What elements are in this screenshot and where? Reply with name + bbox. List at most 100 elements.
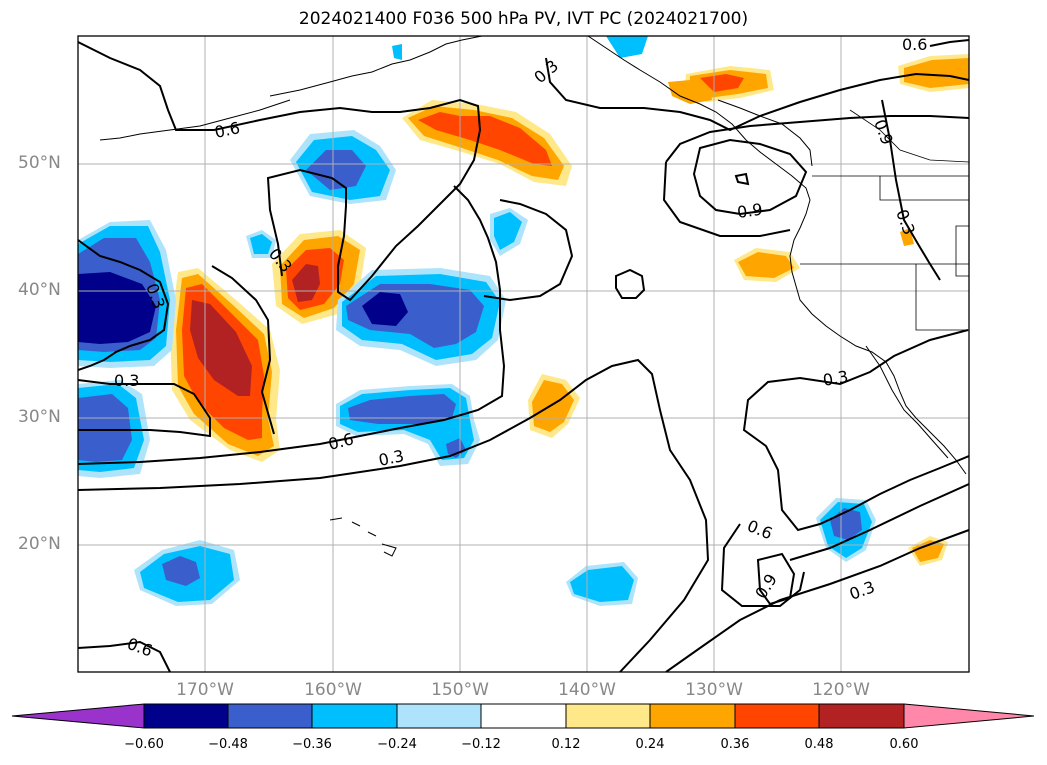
border [915, 264, 969, 331]
contour-line [742, 329, 969, 532]
anomaly-blob [250, 234, 272, 254]
lat-label: 50°N [18, 153, 61, 173]
coastlines [99, 36, 967, 557]
anomaly-blob [532, 380, 574, 432]
contour-line [78, 379, 211, 438]
colorbar-cell [818, 703, 905, 729]
anomaly-blob [570, 566, 634, 602]
colorbar-cell [480, 703, 567, 729]
lon-label: 170°W [176, 680, 234, 700]
colorbar-tick-label: −0.36 [292, 737, 332, 752]
colorbar-cell [396, 703, 482, 729]
colorbar-cell [565, 703, 651, 729]
colorbar-cell [311, 703, 398, 729]
coastline [329, 517, 397, 557]
contour-label: 0.6 [125, 634, 155, 661]
contour-line [78, 41, 482, 302]
map-area: 0.6 0.3 0.3 0.3 0.6 0.3 0.6 0.9 0.9 0.3 … [78, 35, 969, 672]
contours [78, 39, 969, 672]
lon-label: 150°W [431, 680, 489, 700]
coastline [587, 36, 967, 475]
lat-label: 30°N [18, 407, 61, 427]
coastline [865, 345, 949, 459]
coastline [99, 99, 291, 141]
anomaly-blob [606, 36, 648, 58]
anomaly-blob [494, 212, 522, 250]
colorbar-tick-label: −0.12 [461, 737, 501, 752]
contour-line [615, 268, 646, 299]
contour-line [789, 483, 969, 561]
colorbar-tick-label: 0.36 [720, 737, 750, 752]
colorbar-cell [227, 703, 313, 729]
anomaly-blob [78, 394, 132, 462]
colorbar-tick-label: −0.48 [208, 737, 248, 752]
contour-label: 0.3 [821, 367, 849, 390]
borders [800, 109, 969, 331]
contour-label: 0.6 [326, 429, 355, 454]
anomaly-blob [362, 292, 408, 326]
contour-line [78, 185, 506, 465]
colorbar-tick-label: 0.48 [804, 737, 834, 752]
anomaly-blob [700, 74, 744, 92]
lon-label: 160°W [304, 680, 362, 700]
colorbar-cell [649, 703, 736, 729]
border [879, 176, 969, 201]
contour-line [734, 172, 750, 186]
colorbar-tick-label: 0.60 [889, 737, 919, 752]
map-frame [77, 35, 970, 673]
lon-label: 130°W [685, 680, 743, 700]
anomaly-blob [162, 556, 200, 586]
lon-label: 120°W [812, 680, 870, 700]
colorbar-cell [734, 703, 820, 729]
colorbar-tick-label: −0.60 [124, 737, 164, 752]
border [849, 109, 969, 163]
colorbar-tick-label: 0.24 [635, 737, 665, 752]
contour-line [665, 115, 969, 163]
gridlines [78, 36, 969, 672]
contour-label: 0.3 [114, 371, 139, 390]
contour-line [662, 161, 791, 237]
positive-anomaly-fills [170, 54, 969, 566]
lat-label: 20°N [18, 534, 61, 554]
colorbar [11, 703, 1035, 729]
colorbar-tick-label: −0.24 [377, 737, 417, 752]
contour-line [78, 358, 710, 672]
colorbar-extend-high [903, 703, 1035, 729]
border [955, 225, 969, 277]
contour-line [692, 138, 808, 216]
contour-label: 0.3 [377, 446, 406, 470]
contour-line [78, 239, 170, 371]
colorbar-cell [143, 703, 229, 729]
contour-label: 0.9 [751, 570, 781, 602]
anomaly-blob [392, 44, 402, 60]
contour-label: 0.9 [736, 200, 764, 222]
contour-label: 0.6 [213, 118, 242, 142]
contour-line [756, 552, 796, 606]
anomaly-blob [78, 272, 156, 344]
contour-label: 0.6 [745, 516, 776, 543]
contour-label: 0.3 [530, 56, 562, 87]
anomaly-blob [418, 112, 552, 166]
contour-line [211, 265, 275, 435]
contour-line [929, 39, 969, 47]
anomaly-blob [348, 394, 456, 424]
contour-label: 0.6 [902, 35, 927, 54]
contour-line [720, 523, 805, 607]
lon-label: 140°W [558, 680, 616, 700]
colorbar-extend-low [11, 703, 145, 729]
contour-line [665, 529, 969, 672]
anomaly-blob [738, 252, 794, 278]
contour-line [881, 99, 941, 281]
contour-line [483, 199, 574, 302]
contour-line [78, 640, 171, 672]
anomaly-blob [292, 264, 320, 302]
anomaly-blob [904, 58, 969, 88]
coastline [269, 36, 483, 97]
contour-label: 0.3 [892, 207, 919, 237]
lat-label: 40°N [18, 280, 61, 300]
contour-label: 0.3 [847, 577, 877, 604]
map-title: 2024021400 F036 500 hPa PV, IVT PC (2024… [298, 9, 749, 29]
anomaly-blob [446, 438, 466, 458]
